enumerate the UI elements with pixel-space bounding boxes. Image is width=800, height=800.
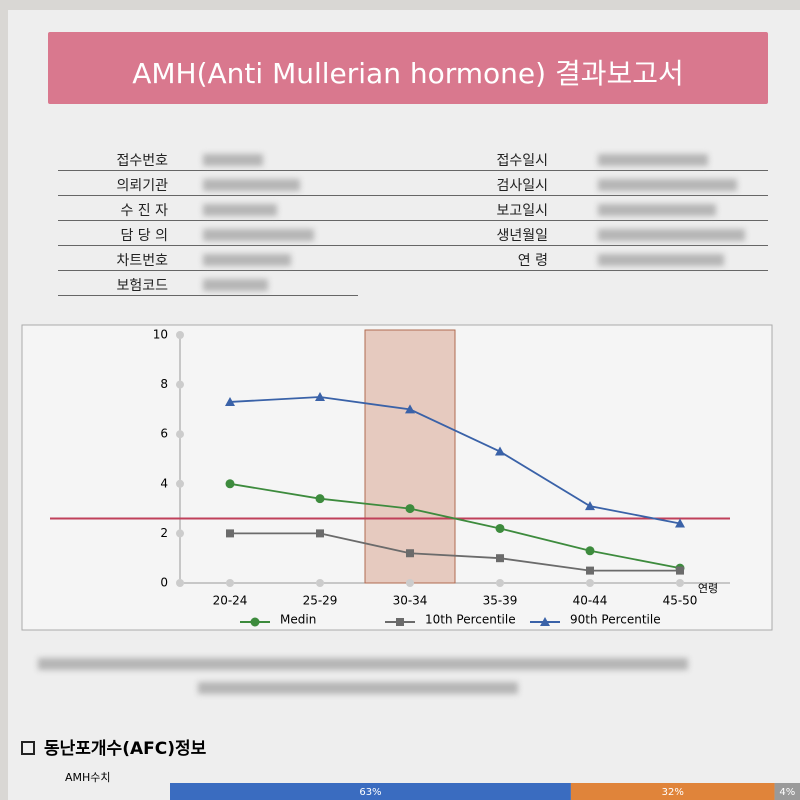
info-rule: [58, 270, 358, 271]
x-tick-label: 30-34: [393, 594, 428, 608]
blurred-value: [203, 154, 263, 166]
legend-label: 90th Percentile: [570, 613, 661, 627]
y-tick-label: 2: [160, 526, 168, 540]
blurred-value: [598, 254, 724, 266]
info-rule: [58, 295, 358, 296]
blurred-text: [198, 682, 518, 694]
data-point: [496, 554, 504, 563]
title-banner: AMH(Anti Mullerian hormone) 결과보고서: [48, 32, 768, 104]
legend-marker: [250, 617, 260, 627]
data-point: [676, 566, 684, 575]
blurred-value: [203, 254, 291, 266]
x-tick-label: 20-24: [213, 594, 248, 608]
afc-segment: [570, 783, 775, 800]
data-point: [315, 494, 325, 504]
row-label: AMH수치: [65, 771, 111, 784]
info-rule: [358, 170, 768, 171]
x-tick-label: 35-39: [483, 594, 518, 608]
data-point: [225, 396, 235, 406]
y-tick-label: 10: [153, 328, 168, 342]
data-point: [585, 501, 595, 511]
info-label: 생년월일: [496, 228, 548, 244]
blurred-value: [203, 179, 300, 191]
x-axis-title: 연령: [698, 582, 718, 595]
data-point: [586, 566, 594, 575]
tick-mark: [676, 579, 684, 587]
info-rule: [358, 220, 768, 221]
afc-label: 63%: [359, 787, 381, 798]
blurred-value: [203, 279, 268, 291]
info-label: 보험코드: [116, 278, 168, 294]
section-title: 동난포개수(AFC)정보: [44, 739, 207, 759]
info-label: 의뢰기관: [116, 178, 168, 194]
data-point: [675, 518, 685, 528]
tick-mark: [176, 579, 184, 587]
tick-mark: [316, 579, 324, 587]
data-point: [316, 529, 324, 538]
info-label: 담 당 의: [120, 228, 168, 244]
y-tick-label: 8: [160, 377, 168, 391]
section-icon: [21, 741, 35, 755]
info-rule: [358, 245, 768, 246]
data-point: [226, 529, 234, 538]
y-tick-label: 6: [160, 427, 168, 441]
data-point: [495, 523, 505, 533]
data-point: [225, 479, 235, 489]
blurred-value: [203, 229, 314, 241]
info-rule: [58, 220, 358, 221]
series-line: [230, 532, 680, 572]
info-rule: [58, 245, 358, 246]
blurred-value: [598, 179, 737, 191]
info-rule: [358, 270, 768, 271]
blurred-value: [598, 229, 745, 241]
info-label: 연 령: [517, 253, 548, 269]
y-tick-label: 0: [160, 576, 168, 590]
tick-mark: [176, 331, 184, 339]
blurred-value: [598, 204, 716, 216]
blurred-value: [203, 204, 277, 216]
x-tick-label: 40-44: [573, 594, 608, 608]
legend-label: Medin: [280, 613, 316, 627]
blurred-text: [38, 658, 688, 670]
data-point: [495, 446, 505, 456]
info-rule: [58, 170, 358, 171]
legend-marker: [396, 618, 404, 626]
info-label: 접수일시: [496, 153, 548, 169]
tick-mark: [176, 380, 184, 389]
afc-label: 32%: [662, 787, 684, 798]
tick-mark: [176, 479, 184, 488]
data-point: [405, 404, 415, 414]
info-rule: [358, 195, 768, 196]
tick-mark: [406, 579, 414, 587]
tick-mark: [176, 430, 184, 439]
afc-label: 4%: [779, 787, 795, 798]
data-point: [405, 504, 415, 514]
tick-mark: [176, 529, 184, 538]
data-point: [585, 546, 595, 556]
legend-label: 10th Percentile: [425, 613, 516, 627]
tick-mark: [226, 579, 234, 587]
info-label: 차트번호: [116, 253, 168, 269]
highlight-band: [364, 329, 456, 584]
report-title: AMH(Anti Mullerian hormone) 결과보고서: [132, 57, 684, 90]
y-tick-label: 4: [160, 476, 168, 490]
legend-marker: [540, 617, 550, 626]
info-label: 수 진 자: [120, 203, 168, 219]
data-point: [406, 549, 414, 558]
tick-mark: [496, 579, 504, 587]
blurred-value: [598, 154, 708, 166]
tick-mark: [586, 579, 594, 587]
info-rule: [58, 195, 358, 196]
data-point: [315, 392, 325, 401]
series-line: [229, 396, 681, 525]
info-label: 접수번호: [116, 153, 168, 169]
afc-segment: [170, 783, 571, 800]
info-label: 보고일시: [496, 203, 548, 219]
x-tick-label: 45-50: [663, 594, 698, 608]
afc-segment: [774, 783, 800, 800]
info-label: 검사일시: [496, 178, 548, 194]
series-line: [229, 482, 681, 570]
x-tick-label: 25-29: [303, 594, 338, 608]
